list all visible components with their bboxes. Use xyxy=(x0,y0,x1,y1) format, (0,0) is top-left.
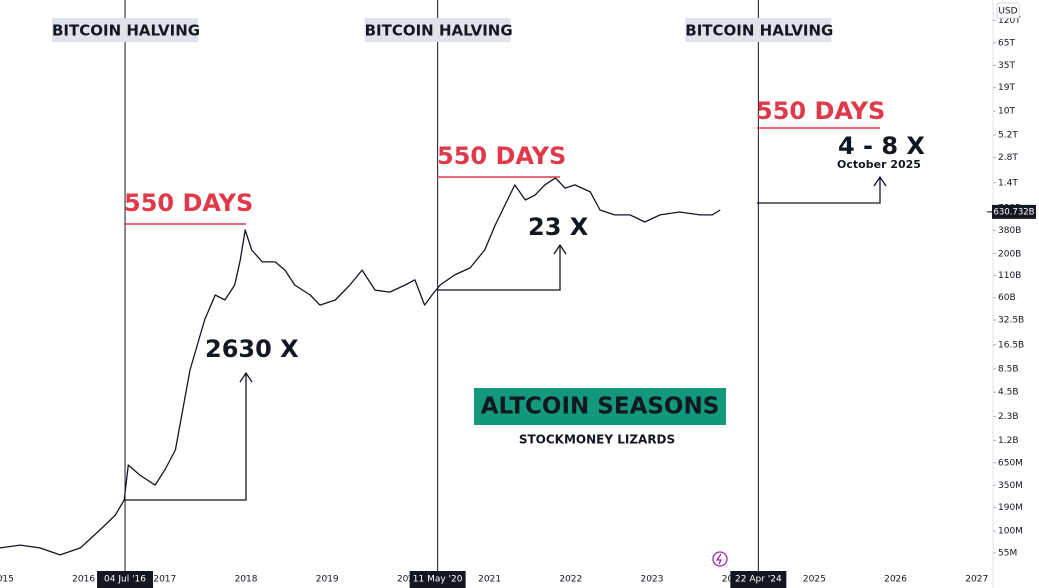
currency: USD xyxy=(998,7,1017,17)
x-tick-label: 2022 xyxy=(559,575,582,585)
annotations: 550 DAYS 550 DAYS 550 DAYS 2630 X 23 X 4… xyxy=(124,2,1020,567)
halving-date-box xyxy=(409,571,466,588)
halving-title-box xyxy=(364,18,511,42)
halving-title: BITCOIN HALVING xyxy=(52,22,200,40)
last-price-label: 630.732B xyxy=(994,207,1035,217)
x-tick-label: 2021 xyxy=(478,575,501,585)
y-tick-label: 8.5B xyxy=(998,365,1019,375)
icon xyxy=(715,553,723,565)
y-tick-label: 2.3B xyxy=(998,412,1019,422)
halving-date: 04 Jul '16 xyxy=(104,575,146,585)
y-tick-label: 32.5B xyxy=(998,316,1024,326)
y-tick-label: 10T xyxy=(998,107,1015,117)
altcoin-label: ALTCOIN SEASONS xyxy=(481,394,720,420)
y-tick-label: 1.4T xyxy=(998,178,1018,188)
days-label: 550 DAYS xyxy=(124,189,253,217)
y-tick-label: 350M xyxy=(998,481,1023,491)
x-tick-label: 2015 xyxy=(0,575,14,585)
y-tick-label: 19T xyxy=(998,83,1015,93)
x-tick-label: 2016 xyxy=(72,575,95,585)
y-tick-label: 650M xyxy=(998,458,1023,468)
y-tick-label: 110B xyxy=(998,271,1021,281)
halving-title-box xyxy=(52,18,199,42)
halving-date: 11 May '20 xyxy=(413,575,463,585)
arrow xyxy=(124,371,253,501)
halving-date-box xyxy=(730,571,787,588)
x-tick-label: 2017 xyxy=(153,575,176,585)
y-tick-label: 1.2B xyxy=(998,436,1019,446)
x-tick-label: 2027 xyxy=(965,575,988,585)
y-tick-label: 120T xyxy=(998,16,1021,26)
arrow xyxy=(437,243,567,291)
x-tick-label: 2026 xyxy=(884,575,907,585)
multiplier: 2630 X xyxy=(205,335,299,363)
multiplier: 23 X xyxy=(528,213,589,241)
altcoin-box xyxy=(474,388,726,425)
y-tick-label: 65T xyxy=(998,38,1015,48)
y-tick-label: 35T xyxy=(998,61,1015,71)
days-label: 550 DAYS xyxy=(756,97,885,125)
halving-title: BITCOIN HALVING xyxy=(365,22,513,40)
y-tick-label: 55M xyxy=(998,548,1017,558)
y-tick-label: 5.2T xyxy=(998,130,1018,140)
halving-date-box xyxy=(97,571,154,588)
halving-title-box xyxy=(685,18,832,42)
note: October 2025 xyxy=(837,158,921,171)
last-price-box xyxy=(992,204,1036,219)
y-tick-label: 60B xyxy=(998,293,1016,303)
halving-date: 22 Apr '24 xyxy=(735,575,782,585)
y-tick-label: 4.5B xyxy=(998,388,1019,398)
x-tick-label: 2023 xyxy=(641,575,664,585)
y-tick-label: 190M xyxy=(998,503,1023,513)
arrow xyxy=(757,175,887,204)
days-label: 550 DAYS xyxy=(437,142,566,170)
x-tick-label: 2025 xyxy=(803,575,826,585)
halving-title: BITCOIN HALVING xyxy=(685,22,833,40)
y-tick-label: 100M xyxy=(998,527,1023,537)
x-tick-label: 2020 xyxy=(397,575,420,585)
icon xyxy=(712,551,728,567)
y-tick-label: 200B xyxy=(998,249,1021,259)
price-line xyxy=(0,177,721,556)
y-tick-label: 2.8T xyxy=(998,153,1018,163)
x-tick-label: 2019 xyxy=(316,575,339,585)
y-tick-label: 380B xyxy=(998,226,1021,236)
y-tick-label: 16.5B xyxy=(998,340,1024,350)
x-tick-label: 2018 xyxy=(235,575,258,585)
currency-box xyxy=(996,2,1020,19)
multiplier: 4 - 8 X xyxy=(838,132,925,160)
credit: STOCKMONEY LIZARDS xyxy=(519,433,675,447)
